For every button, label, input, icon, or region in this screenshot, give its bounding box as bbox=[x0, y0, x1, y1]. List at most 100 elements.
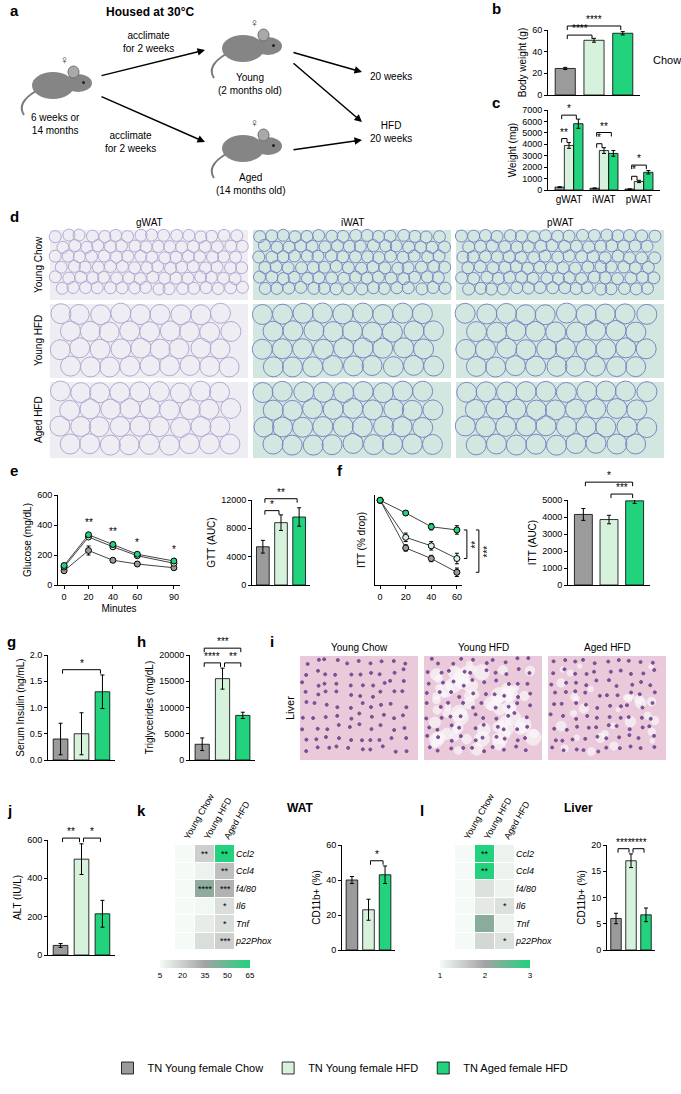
svg-text:600: 600 bbox=[27, 835, 42, 845]
svg-text:0: 0 bbox=[47, 580, 52, 590]
svg-text:iWAT: iWAT bbox=[341, 217, 364, 228]
svg-text:acclimatefor 2 weeks: acclimatefor 2 weeks bbox=[123, 30, 174, 54]
svg-text:Ccl4: Ccl4 bbox=[236, 866, 254, 876]
svg-text:Young Chow: Young Chow bbox=[331, 642, 388, 653]
svg-text:0: 0 bbox=[331, 945, 336, 955]
svg-text:0.0: 0.0 bbox=[30, 755, 43, 765]
svg-text:3000: 3000 bbox=[522, 151, 542, 161]
svg-text:60: 60 bbox=[326, 840, 336, 850]
svg-text:10: 10 bbox=[591, 893, 601, 903]
svg-text:Young HFD: Young HFD bbox=[33, 315, 44, 366]
svg-text:Tnf: Tnf bbox=[516, 919, 531, 929]
svg-text:1.0: 1.0 bbox=[30, 703, 43, 713]
svg-text:Young HFD: Young HFD bbox=[202, 796, 234, 841]
svg-text:3000: 3000 bbox=[542, 529, 562, 539]
svg-text:**: ** bbox=[201, 849, 209, 859]
svg-text:200: 200 bbox=[37, 550, 52, 560]
svg-text:CD11b+ (%): CD11b+ (%) bbox=[576, 870, 587, 925]
svg-text:*: * bbox=[172, 544, 176, 555]
svg-text:****: **** bbox=[586, 14, 602, 25]
svg-text:1.5: 1.5 bbox=[30, 676, 43, 686]
svg-text:j: j bbox=[7, 802, 12, 819]
svg-text:p22Phox: p22Phox bbox=[235, 936, 272, 946]
svg-text:Tnf: Tnf bbox=[236, 919, 251, 929]
svg-text:0: 0 bbox=[537, 90, 542, 100]
svg-text:12000: 12000 bbox=[221, 495, 246, 505]
svg-text:****: **** bbox=[616, 837, 632, 848]
svg-text:*: * bbox=[503, 936, 507, 946]
svg-text:6 weeks or14 months: 6 weeks or14 months bbox=[31, 112, 80, 136]
svg-text:*: * bbox=[607, 470, 611, 481]
svg-text:gWAT: gWAT bbox=[556, 194, 583, 205]
svg-text:**: ** bbox=[67, 826, 75, 837]
svg-text:2: 2 bbox=[483, 971, 488, 980]
svg-text:*: * bbox=[567, 103, 571, 114]
svg-text:h: h bbox=[137, 633, 146, 650]
svg-text:ITT (% drop): ITT (% drop) bbox=[356, 512, 367, 568]
svg-text:0: 0 bbox=[378, 592, 383, 602]
svg-text:**: ** bbox=[470, 541, 481, 549]
svg-text:Aged HFD: Aged HFD bbox=[33, 396, 44, 443]
svg-text:1: 1 bbox=[438, 971, 443, 980]
svg-text:Aged HFD: Aged HFD bbox=[502, 799, 532, 841]
svg-text:Liver: Liver bbox=[564, 801, 593, 815]
svg-text:Aged HFD: Aged HFD bbox=[584, 642, 631, 653]
svg-text:Chow: Chow bbox=[653, 54, 681, 66]
svg-text:0.5: 0.5 bbox=[30, 729, 43, 739]
svg-text:i: i bbox=[270, 633, 274, 650]
svg-text:Minutes: Minutes bbox=[101, 603, 136, 614]
svg-text:Weight (mg): Weight (mg) bbox=[507, 123, 518, 177]
svg-text:Ccl2: Ccl2 bbox=[236, 849, 254, 859]
svg-text:k: k bbox=[137, 802, 146, 819]
svg-text:l: l bbox=[420, 802, 424, 819]
svg-text:**: ** bbox=[481, 866, 489, 876]
svg-text:**: ** bbox=[560, 127, 568, 138]
svg-text:20: 20 bbox=[532, 68, 542, 78]
svg-text:Aged HFD: Aged HFD bbox=[222, 799, 252, 841]
svg-text:c: c bbox=[492, 94, 500, 111]
svg-text:***: *** bbox=[220, 936, 231, 946]
svg-text:2000: 2000 bbox=[542, 546, 562, 556]
svg-text:**: ** bbox=[277, 487, 285, 498]
svg-text:*: * bbox=[597, 132, 601, 143]
svg-text:g: g bbox=[7, 633, 16, 650]
svg-text:5: 5 bbox=[158, 971, 163, 980]
svg-text:****: **** bbox=[572, 23, 588, 34]
svg-text:***: *** bbox=[616, 482, 628, 493]
svg-text:Body weight (g): Body weight (g) bbox=[517, 28, 528, 97]
svg-text:Triglycerides (mg/dL): Triglycerides (mg/dL) bbox=[144, 661, 155, 755]
svg-text:60: 60 bbox=[532, 25, 542, 35]
svg-text:2000: 2000 bbox=[522, 162, 542, 172]
svg-text:*: * bbox=[223, 901, 227, 911]
svg-text:Ccl2: Ccl2 bbox=[516, 849, 534, 859]
svg-text:*: * bbox=[637, 153, 641, 164]
svg-text:600: 600 bbox=[37, 490, 52, 500]
svg-text:3: 3 bbox=[528, 971, 533, 980]
svg-text:0: 0 bbox=[37, 950, 42, 960]
svg-text:Glucose (mg/dL): Glucose (mg/dL) bbox=[22, 503, 33, 577]
svg-text:Young Chow: Young Chow bbox=[462, 792, 496, 841]
svg-text:***: *** bbox=[220, 884, 231, 894]
svg-text:****: **** bbox=[198, 884, 213, 894]
svg-text:pWAT: pWAT bbox=[547, 217, 574, 228]
svg-text:f4/80: f4/80 bbox=[516, 884, 536, 894]
svg-text:0: 0 bbox=[596, 945, 601, 955]
svg-text:0: 0 bbox=[537, 185, 542, 195]
svg-text:CD11b+ (%): CD11b+ (%) bbox=[311, 870, 322, 925]
svg-text:0: 0 bbox=[241, 580, 246, 590]
svg-text:WAT: WAT bbox=[287, 801, 313, 815]
svg-text:65: 65 bbox=[246, 971, 255, 980]
svg-text:f: f bbox=[337, 462, 343, 479]
svg-text:****: **** bbox=[204, 651, 220, 662]
svg-text:HFD20 weeks: HFD20 weeks bbox=[370, 120, 412, 144]
svg-text:Young Chow: Young Chow bbox=[33, 236, 44, 293]
svg-text:*: * bbox=[632, 164, 636, 175]
svg-text:40: 40 bbox=[326, 875, 336, 885]
svg-text:50: 50 bbox=[223, 971, 232, 980]
svg-text:5000: 5000 bbox=[522, 128, 542, 138]
svg-text:*: * bbox=[375, 849, 379, 860]
svg-text:Il6: Il6 bbox=[516, 901, 526, 911]
svg-text:5: 5 bbox=[596, 919, 601, 929]
svg-text:acclimatefor 2 weeks: acclimatefor 2 weeks bbox=[105, 130, 156, 154]
svg-text:5000: 5000 bbox=[164, 729, 184, 739]
